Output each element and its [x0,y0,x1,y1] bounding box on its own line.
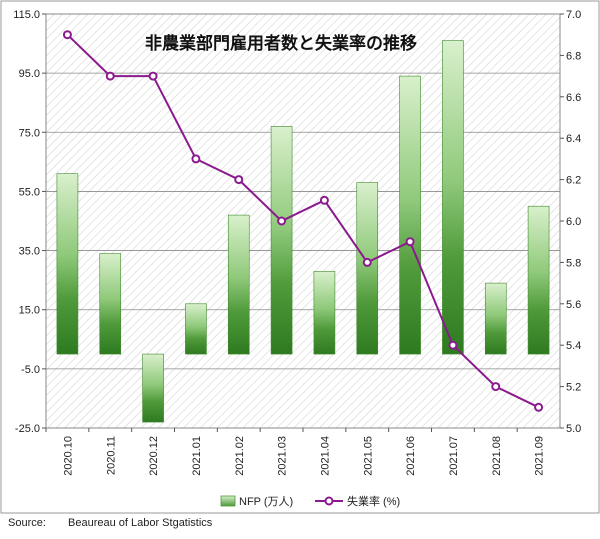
y-right-tick-label: 5.4 [566,340,581,352]
y-right-tick-label: 6.8 [566,50,581,62]
y-left-tick-label: 15.0 [19,305,40,317]
y-right-tick-label: 6.0 [566,216,581,228]
bar-nfp [527,205,550,355]
bar-nfp [399,75,421,355]
y-right-tick-label: 5.6 [566,299,581,311]
source-note: Source: Beaureau of Labor Stgatistics [8,517,212,529]
line-series [62,30,544,412]
y-right-tick-label: 6.4 [566,133,581,145]
point-unemployment [534,402,544,412]
y-left-tick-label: 35.0 [19,246,40,258]
y-right-tick-label: 6.6 [566,92,581,104]
x-tick-label: 2021.04 [319,436,331,476]
y-left-tick-label: 95.0 [19,68,40,80]
point-unemployment [277,216,287,226]
bar-series [56,40,550,423]
legend: NFP (万人) 失業率 (%) [220,494,400,508]
x-tick-label: 2020.12 [148,436,160,476]
legend-label-nfp: NFP (万人) [239,495,293,508]
x-tick-label: 2020.10 [62,436,74,476]
point-unemployment [191,154,201,164]
x-tick-label: 2021.01 [191,436,203,476]
point-unemployment [62,30,72,40]
y-left-tick-label: 115.0 [13,9,40,21]
legend-label-unemployment: 失業率 (%) [347,494,400,508]
y-right-tick-label: 6.2 [566,175,581,187]
bar-nfp [99,253,122,355]
point-unemployment [491,382,501,392]
x-tick-label: 2021.07 [448,436,460,476]
y-right-tick-label: 5.0 [566,423,581,435]
y-left-tick-label: -25.0 [15,423,40,435]
point-unemployment [448,340,458,350]
bar-nfp [142,353,164,423]
plot-area [45,13,561,429]
point-unemployment [148,71,158,81]
x-tick-label: 2020.11 [105,436,117,475]
point-unemployment [234,175,244,185]
bar-nfp [313,270,336,355]
bar-nfp [185,303,207,355]
y-left-tick-label: 75.0 [19,127,40,139]
y-left-tick-label: -5.0 [21,364,40,376]
x-tick-label: 2021.02 [234,436,246,476]
x-tick-label: 2021.06 [405,436,417,476]
x-tick-label: 2021.08 [491,436,503,476]
bar-nfp [270,126,293,355]
bar-nfp [56,173,79,355]
chart-svg: 115.0 95.0 75.0 55.0 35.0 15.0 -5.0 -25.0 7.0 6.8… [0,0,600,514]
y-right-tick-label: 5.8 [566,257,581,269]
point-unemployment [105,71,115,81]
bar-nfp [227,214,250,355]
bar-nfp [356,182,379,355]
point-unemployment [319,195,329,205]
legend-swatch-unemployment-marker [324,496,334,506]
legend-swatch-nfp [220,495,236,507]
source-label: Source: [8,517,46,529]
chart-title-group: 非農業部門雇用者数と失業率の推移 [145,33,417,53]
x-tick-label: 2021.09 [534,436,546,476]
x-tick-label: 2021.03 [277,436,289,476]
x-tick-label: 2021.05 [362,436,374,476]
y-right-tick-label: 7.0 [566,9,581,21]
bar-nfp [484,282,507,355]
axes: 115.0 95.0 75.0 55.0 35.0 15.0 -5.0 -25.0 7.0 6.8… [13,9,581,476]
point-unemployment [362,257,372,267]
chart-title: 非農業部門雇用者数と失業率の推移 [145,33,417,53]
line-unemployment [66,33,540,409]
y-left-tick-label: 55.0 [19,186,40,198]
y-right-tick-label: 5.2 [566,382,581,394]
bar-nfp [442,40,464,355]
source-text: Beaureau of Labor Stgatistics [68,517,213,529]
point-unemployment [405,237,415,247]
